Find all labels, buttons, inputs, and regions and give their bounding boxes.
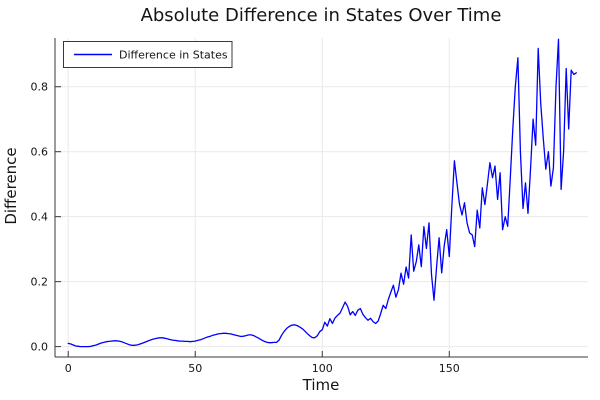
grid-layer (55, 38, 588, 357)
x-tick-label: 0 (65, 362, 72, 375)
x-tick-label: 150 (439, 362, 460, 375)
series-line-difference-in-states (67, 38, 577, 348)
x-axis-label: Time (302, 376, 340, 394)
y-tick-label: 0.0 (31, 340, 49, 353)
y-axis-label: Difference (2, 147, 20, 224)
y-tick-label: 0.4 (31, 210, 49, 223)
y-tick-label: 0.8 (31, 81, 49, 94)
tick-layer: 0 50 100 150 0.0 0.2 0.4 0.6 0.8 (31, 81, 460, 375)
y-tick-label: 0.2 (31, 275, 49, 288)
y-tick-label: 0.6 (31, 145, 49, 158)
legend-entry-label: Difference in States (119, 49, 228, 62)
chart-title: Absolute Difference in States Over Time (141, 5, 502, 26)
x-tick-label: 50 (188, 362, 202, 375)
axes (54, 38, 588, 358)
legend: Difference in States (63, 41, 233, 68)
x-tick-label: 100 (312, 362, 333, 375)
